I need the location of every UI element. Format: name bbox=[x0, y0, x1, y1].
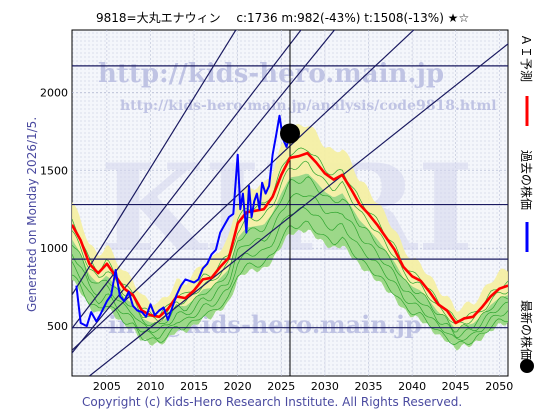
x-tick-label: 2035 bbox=[354, 380, 382, 393]
x-tick-label: 2050 bbox=[485, 380, 513, 393]
axis-ticks: 2005 2010 2015 2020 2025 2030 2035 2040 2045 2050… bbox=[40, 86, 513, 393]
series-group bbox=[72, 114, 508, 328]
x-tick-label: 2010 bbox=[136, 380, 164, 393]
latest-price-marker bbox=[280, 123, 300, 144]
x-tick-label: 2015 bbox=[180, 380, 208, 393]
forecast-lower-band bbox=[72, 173, 508, 351]
trend-line bbox=[72, 30, 237, 296]
legend-latest-price-label: 最新の株価 bbox=[519, 300, 534, 360]
latest-marker-group bbox=[280, 123, 300, 144]
generated-date: Generated on Monday 2026/1/5. bbox=[25, 117, 39, 312]
y-tick-label: 2000 bbox=[40, 86, 68, 99]
x-tick-label: 2040 bbox=[398, 380, 426, 393]
y-tick-label: 500 bbox=[47, 320, 68, 333]
x-tick-label: 2005 bbox=[93, 380, 121, 393]
trend-lines bbox=[72, 30, 508, 376]
y-tick-label: 1500 bbox=[40, 164, 68, 177]
legend-latest-price-swatch bbox=[520, 359, 534, 373]
legend-past-price-label: 過去の株価 bbox=[519, 150, 534, 210]
series-ai-forecast bbox=[72, 151, 508, 325]
x-tick-label: 2045 bbox=[442, 380, 470, 393]
series-past-price bbox=[75, 114, 291, 328]
legend-ai-forecast-label: ＡＩ予測 bbox=[519, 34, 533, 82]
x-tick-label: 2025 bbox=[267, 380, 295, 393]
watermark-url-top: http://kids-hero.main.jp bbox=[98, 59, 444, 89]
x-tick-label: 2020 bbox=[224, 380, 252, 393]
y-tick-label: 1000 bbox=[40, 242, 68, 255]
copyright: Copyright (c) Kids-Hero Research Institu… bbox=[82, 395, 462, 409]
trend-line bbox=[72, 30, 415, 352]
chart-title: 9818=大丸エナウィン c:1736 m:982(-43%) t:1508(-… bbox=[96, 11, 469, 25]
x-tick-label: 2030 bbox=[311, 380, 339, 393]
watermark-url-analysis: http://kids-hero.main.jp/analysis/code98… bbox=[120, 98, 497, 114]
trend-line bbox=[72, 30, 336, 354]
trend-line bbox=[89, 43, 508, 376]
trend-line bbox=[72, 30, 302, 330]
